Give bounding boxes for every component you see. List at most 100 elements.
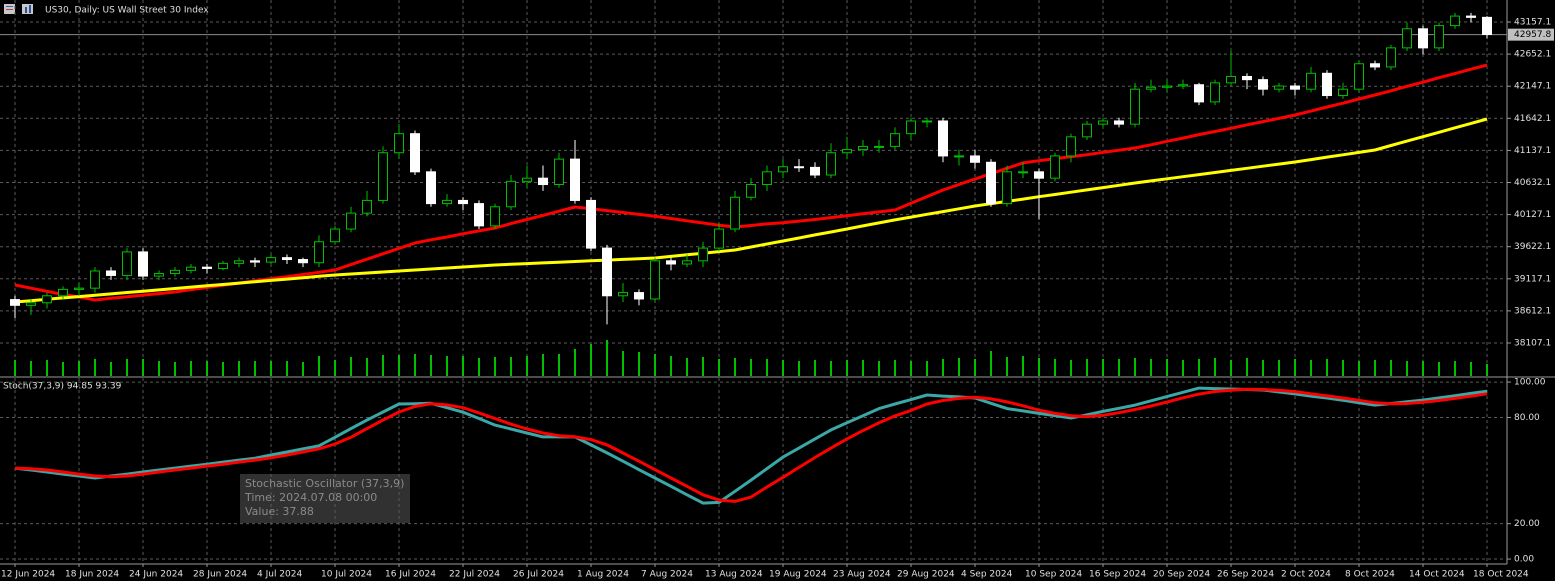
candle-body [1290, 85, 1300, 90]
candle-body [90, 270, 100, 289]
candle-body [1450, 15, 1460, 27]
icon [6, 6, 13, 7]
candle-body [1242, 75, 1252, 81]
y-tick-label: 43157.1 [1514, 17, 1551, 27]
candle-body [1418, 28, 1428, 49]
x-tick-label: 22 Jul 2024 [449, 570, 500, 580]
grid [0, 0, 1507, 564]
x-tick-label: 29 Aug 2024 [897, 570, 955, 580]
candle-body [682, 260, 692, 265]
candle-body [74, 287, 84, 290]
candle-body [650, 260, 660, 300]
y-tick-label: 0.00 [1514, 555, 1534, 565]
candle-body [1322, 72, 1332, 97]
candle-body [1482, 16, 1492, 36]
candle-body [538, 177, 548, 186]
candle-body [1050, 155, 1060, 179]
candle-body [890, 133, 900, 147]
candle-body [1354, 63, 1364, 90]
candle-body [1114, 120, 1124, 125]
candle-body [426, 171, 436, 205]
candle-body [26, 302, 36, 306]
indicator-label: Stoch(37,3,9) 94.85 93.39 [3, 382, 122, 392]
x-tick-label: 10 Jul 2024 [321, 570, 372, 580]
x-tick-label: 26 Sep 2024 [1217, 570, 1274, 580]
x-tick-label: 14 Oct 2024 [1409, 570, 1465, 580]
y-tick-label: 40127.1 [1514, 210, 1551, 220]
y-tick-label: 20.00 [1514, 519, 1540, 529]
candle-body [554, 158, 564, 186]
candle-body [186, 266, 196, 271]
y-tick-label: 42147.1 [1514, 82, 1551, 92]
candle-body [1162, 85, 1172, 88]
y-tick-label: 39622.1 [1514, 242, 1551, 252]
icon [29, 5, 31, 13]
candle-body [826, 152, 836, 176]
x-tick-label: 18 Jun 2024 [65, 570, 119, 580]
candle-body [1466, 15, 1476, 18]
candle-body [1002, 171, 1012, 205]
current-price-label: 42957.8 [1514, 30, 1551, 40]
candle-body [282, 257, 292, 261]
candle-body [250, 260, 260, 263]
candle-body [1098, 120, 1108, 125]
candle-body [202, 266, 212, 269]
candle-body [1034, 171, 1044, 179]
candle-body [906, 120, 916, 135]
y-tick-label: 80.00 [1514, 413, 1540, 423]
candle-body [154, 273, 164, 277]
candle-body [842, 149, 852, 154]
candle-body [1130, 88, 1140, 125]
tooltip-text: Value: 37.88 [245, 505, 314, 518]
y-tick-label: 41137.1 [1514, 146, 1551, 156]
candle-body [138, 251, 148, 277]
candle-body [938, 120, 948, 157]
y-tick-label: 38612.1 [1514, 306, 1551, 316]
x-tick-label: 4 Sep 2024 [961, 570, 1013, 580]
candle-body [1274, 85, 1284, 90]
x-tick-label: 16 Sep 2024 [1089, 570, 1146, 580]
candle-body [1402, 28, 1412, 49]
candle-body [266, 257, 276, 263]
x-tick-label: 26 Jul 2024 [513, 570, 564, 580]
candle-body [778, 166, 788, 173]
candle-body [794, 166, 804, 169]
candle-body [346, 212, 356, 230]
candle-body [1178, 84, 1188, 87]
candle-body [634, 292, 644, 300]
candle-body [1210, 82, 1220, 103]
x-tick-label: 23 Aug 2024 [833, 570, 891, 580]
chart-title: US30, Daily: US Wall Street 30 Index [45, 6, 209, 16]
candle-body [762, 171, 772, 186]
candle-body [954, 155, 964, 158]
x-tick-label: 28 Jun 2024 [193, 570, 247, 580]
candle-body [42, 295, 52, 304]
candle-body [474, 203, 484, 227]
candle-body [170, 269, 180, 275]
tooltip-text: Time: 2024.07.08 00:00 [244, 491, 377, 504]
tooltip-text: Stochastic Oscillator (37,3,9) [245, 477, 404, 490]
x-tick-label: 1 Aug 2024 [577, 570, 629, 580]
candle-body [570, 158, 580, 201]
candle-body [746, 184, 756, 198]
candle-body [106, 270, 116, 276]
x-tick-label: 10 Sep 2024 [1025, 570, 1082, 580]
y-tick-label: 38107.1 [1514, 339, 1551, 349]
icon [22, 4, 33, 14]
candle-body [986, 161, 996, 205]
x-tick-label: 24 Jun 2024 [129, 570, 183, 580]
candle-body [730, 196, 740, 230]
candle-body [506, 180, 516, 208]
x-tick-label: 12 Jun 2024 [1, 570, 55, 580]
y-tick-label: 39117.1 [1514, 274, 1551, 284]
candle-body [218, 262, 228, 269]
x-tick-label: 16 Jul 2024 [385, 570, 436, 580]
candle-body [1226, 75, 1236, 84]
moving-average [14, 117, 1488, 304]
x-tick-label: 20 Sep 2024 [1153, 570, 1210, 580]
x-tick-label: 19 Aug 2024 [769, 570, 827, 580]
candle-body [586, 199, 596, 249]
